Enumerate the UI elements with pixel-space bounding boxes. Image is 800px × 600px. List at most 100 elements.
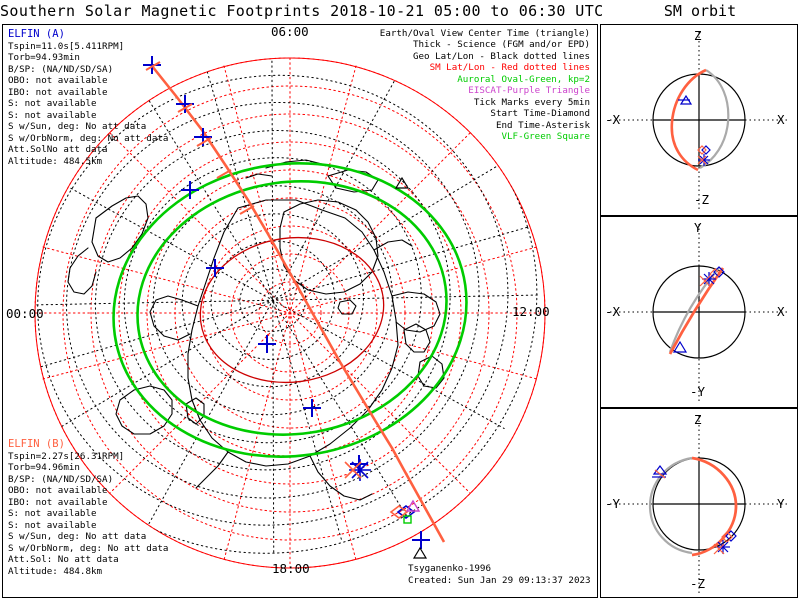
info-line: S w/OrbNorm, deg: No att data <box>8 132 169 144</box>
legend-entry: Earth/Oval View Center Time (triangle) <box>379 28 590 39</box>
elfin-a-info-block: ELFIN (A) Tspin=11.0s[5.411RPM] Torb=94.9… <box>8 28 168 167</box>
page-title: Southern Solar Magnetic Footprints 2018-… <box>0 2 604 20</box>
elfin-b-name: ELFIN (B) <box>8 438 65 450</box>
map-legend: Earth/Oval View Center Time (triangle) Th… <box>380 28 590 143</box>
orbit-track-orange <box>691 456 738 557</box>
credits-block: Tsyganenko-1996 Created: Sun Jan 29 09:1… <box>408 563 591 587</box>
axis-label-yz-right: Y <box>777 496 785 511</box>
legend-entry: Start Time-Diamond <box>490 108 590 120</box>
elfin-b-tick-marks <box>145 61 255 215</box>
legend-entry: SM Lat/Lon - Red dotted lines <box>429 62 590 74</box>
mlt-label-18: 18:00 <box>272 561 310 576</box>
polar-map-frame <box>2 24 598 598</box>
tick-mark <box>258 335 276 353</box>
sm-orbit-title: SM orbit <box>663 2 737 20</box>
orbit-marker-start <box>721 530 737 543</box>
info-line: S: not available <box>8 519 97 531</box>
axis-label-yz-left: -Y <box>605 496 621 511</box>
info-line: S: not available <box>8 508 97 520</box>
info-line: S: not available <box>8 98 97 110</box>
tick-mark <box>143 56 161 74</box>
info-line: Tspin=2.27s[26.31RPM] <box>8 451 125 462</box>
orbit-panel-yz-frame <box>600 408 798 598</box>
mlt-label-06: 06:00 <box>271 24 309 39</box>
axis-label-yz-top: Z <box>694 412 702 427</box>
info-line: S w/Sun, deg: No att data <box>8 531 147 543</box>
info-line: IBO: not available <box>8 86 108 98</box>
inner-red-oval <box>199 236 385 384</box>
outer-boundary-circle <box>34 57 546 569</box>
legend-entry: EISCAT-Purple Triangle <box>468 85 590 97</box>
legend-entry: Tick Marks every 5min <box>473 96 590 108</box>
tick-mark <box>206 259 224 277</box>
orbit-panel-xz <box>610 32 788 210</box>
info-line: B/SP: (NA/ND/SD/SA) <box>8 473 114 485</box>
orbit-marker-center <box>652 465 668 479</box>
elfin-b-info-block: ELFIN (B) Tspin=2.27s[26.31RPM] Torb=94.9… <box>8 438 168 577</box>
auroral-oval <box>112 162 468 458</box>
info-line: OBO: not available <box>8 75 108 87</box>
info-line: B/SP: (NA/ND/SD/SA) <box>8 63 114 75</box>
legend-entry: Auroral Oval-Green, kp=2 <box>457 73 590 85</box>
info-line: Torb=94.93min <box>8 52 80 64</box>
eiscat-purple-triangle <box>405 499 421 512</box>
orbit-track-gray <box>648 456 693 555</box>
mlt-label-00: 00:00 <box>6 306 44 321</box>
orbit-panel-xy <box>610 224 788 402</box>
axis-label-xy-bottom: -Y <box>690 384 706 399</box>
info-line: OBO: not available <box>8 485 108 497</box>
orbit-marker-end <box>697 154 710 166</box>
elfin-a-name: ELFIN (A) <box>8 28 65 40</box>
orbit-panel-xz-frame <box>600 24 798 216</box>
axis-label-xz-top: Z <box>694 28 702 43</box>
orbit-marker-start <box>697 145 711 155</box>
orbit-panel-yz <box>610 416 788 594</box>
axis-label-xy-right: X <box>777 304 785 319</box>
axis-label-xy-top: Y <box>694 220 702 235</box>
info-line: Att.SolNo att data <box>8 144 108 156</box>
info-line: IBO: not available <box>8 496 108 508</box>
geographic-grid <box>35 58 539 555</box>
orbit-marker-end <box>699 272 716 287</box>
info-line: S w/OrbNorm, deg: No att data <box>8 542 169 554</box>
orbit-marker-center <box>678 94 693 105</box>
legend-entry: Geo Lat/Lon - Black dotted lines <box>412 50 590 62</box>
orbit-marker-end <box>713 540 730 555</box>
info-line: Altitude: 484.8km <box>8 565 103 577</box>
orbit-track-gray <box>699 69 730 169</box>
tick-mark <box>412 531 430 549</box>
orbit-marker-center <box>672 340 688 353</box>
info-line: Att.Sol: No att data <box>8 554 119 566</box>
mlt-label-12: 12:00 <box>512 304 550 319</box>
legend-entry: VLF-Green Square <box>501 131 590 143</box>
axis-label-xz-bottom: -Z <box>694 192 710 207</box>
orbit-panel-xy-frame <box>600 216 798 408</box>
legend-entry: End Time-Asterisk <box>495 119 590 131</box>
legend-entry: Thick - Science (FGM and/or EPD) <box>412 39 590 51</box>
view-center-triangle <box>394 176 428 559</box>
orbit-marker-start <box>709 266 725 280</box>
tick-mark <box>181 181 199 199</box>
axis-label-yz-bottom: -Z <box>690 576 706 591</box>
created-timestamp: Created: Sun Jan 29 09:13:37 2023 <box>408 575 591 586</box>
axis-label-xz-right: X <box>777 112 785 127</box>
end-time-asterisk <box>344 459 371 481</box>
footprint-track-elfin-b <box>150 65 446 543</box>
info-line: Tspin=11.0s[5.411RPM] <box>8 41 125 52</box>
info-line: S: not available <box>8 109 97 121</box>
elfin-a-status-lines: Tspin=11.0s[5.411RPM] Torb=94.93min B/SP: … <box>8 41 168 167</box>
orbit-track-orange <box>670 68 707 172</box>
axis-label-xz-left: -X <box>605 112 621 127</box>
vlf-green-square <box>403 515 412 524</box>
tick-mark <box>303 399 321 417</box>
model-name: Tsyganenko-1996 <box>408 563 491 574</box>
axis-label-xy-left: -X <box>605 304 621 319</box>
elfin-b-status-lines: Tspin=2.27s[26.31RPM] Torb=94.96min B/SP: … <box>8 451 168 577</box>
info-line: S w/Sun, deg: No att data <box>8 121 147 133</box>
sm-meridian-lines <box>34 57 546 569</box>
orbit-track-orange <box>668 267 725 355</box>
info-line: Torb=94.96min <box>8 462 80 474</box>
